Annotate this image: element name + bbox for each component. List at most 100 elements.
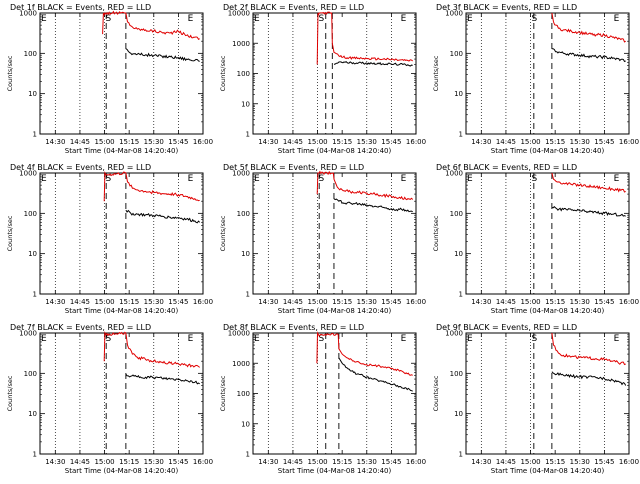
x-tick-label: 15:30 [570,458,590,466]
x-tick-label: 15:30 [144,138,164,146]
y-tick-label: 1 [246,451,250,459]
y-axis-label: Counts/sec [219,215,227,251]
x-tick-label: 15:30 [357,458,377,466]
y-tick-label: 10 [28,250,37,258]
series-lld-line [551,12,626,43]
event-marker-label: S [106,14,112,24]
x-tick-label: 15:00 [94,458,114,466]
x-tick-label: 15:30 [570,138,590,146]
x-tick-label: 15:45 [168,298,188,306]
event-marker-label: E [467,14,473,24]
x-tick-label: 14:30 [258,298,278,306]
y-tick-label: 100 [237,210,250,218]
event-marker-label: E [467,334,473,344]
y-tick-label: 100 [237,390,250,398]
x-tick-label: 15:15 [545,458,565,466]
plot-title: Det 6f BLACK = Events, RED = LLD [436,163,577,172]
plot-frame [465,172,630,295]
plot-title: Det 3f BLACK = Events, RED = LLD [436,3,577,12]
y-tick-label: 100 [237,70,250,78]
x-tick-label: 15:45 [594,458,614,466]
panel-det-7: Det 7f BLACK = Events, RED = LLD 14:30 14:… [6,323,213,475]
y-tick-label: 1 [246,291,250,299]
event-marker-label: E [401,14,407,24]
y-tick-label: 1000 [232,360,250,368]
x-tick-label: 15:45 [381,138,401,146]
x-tick-label: 15:30 [144,298,164,306]
series-lld-line [551,172,626,193]
y-tick-label: 1000 [445,10,463,18]
event-marker-label: S [319,174,325,184]
x-axis-label: Start Time (04-Mar-08 14:20:40) [65,307,179,315]
plot-title: Det 9f BLACK = Events, RED = LLD [436,323,577,332]
plot-frame [465,332,630,455]
event-marker-label: S [319,334,325,344]
x-axis-label: Start Time (04-Mar-08 14:20:40) [491,467,605,475]
event-marker-label: E [188,174,194,184]
x-tick-label: 14:30 [45,458,65,466]
x-tick-label: 14:30 [471,298,491,306]
event-marker-label: S [532,334,538,344]
x-axis-label: Start Time (04-Mar-08 14:20:40) [491,307,605,315]
x-tick-label: 15:45 [594,138,614,146]
x-tick-label: 15:15 [119,458,139,466]
x-tick-label: 15:45 [381,458,401,466]
event-marker-label: E [614,174,620,184]
event-marker-label: S [319,14,325,24]
y-axis-label: Counts/sec [432,55,440,91]
x-tick-label: 15:15 [545,298,565,306]
y-tick-label: 1 [459,291,463,299]
y-tick-label: 1000 [445,330,463,338]
panel-det-1: Det 1f BLACK = Events, RED = LLD 14:30 14:… [6,3,213,155]
x-tick-label: 15:00 [307,458,327,466]
x-tick-label: 15:30 [570,298,590,306]
x-tick-label: 15:00 [520,138,540,146]
event-marker-label: E [254,174,260,184]
x-tick-label: 14:45 [70,138,90,146]
y-tick-label: 10 [28,410,37,418]
y-tick-label: 1000 [232,170,250,178]
plot-title: Det 5f BLACK = Events, RED = LLD [223,163,364,172]
y-tick-label: 1000 [232,40,250,48]
x-tick-label: 16:00 [619,458,639,466]
y-tick-label: 1000 [19,330,37,338]
y-tick-label: 1000 [445,170,463,178]
x-tick-label: 14:45 [496,298,516,306]
y-tick-label: 10 [454,410,463,418]
x-tick-label: 15:15 [119,298,139,306]
x-tick-label: 15:30 [357,298,377,306]
plot-frame [465,12,630,135]
x-tick-label: 14:45 [496,458,516,466]
event-marker-label: S [106,174,112,184]
y-axis-label: Counts/sec [6,215,14,251]
event-marker-label: E [188,334,194,344]
y-tick-label: 1 [33,131,37,139]
plot-title: Det 8f BLACK = Events, RED = LLD [223,323,364,332]
series-events-line [551,371,627,386]
x-tick-label: 16:00 [406,298,426,306]
x-tick-label: 14:45 [70,458,90,466]
series-events-line [551,206,626,217]
x-tick-label: 15:00 [94,298,114,306]
event-marker-label: S [532,174,538,184]
x-tick-label: 14:30 [471,138,491,146]
event-marker-label: E [254,334,260,344]
x-axis-label: Start Time (04-Mar-08 14:20:40) [491,147,605,155]
y-axis-label: Counts/sec [6,55,14,91]
x-tick-label: 15:45 [168,138,188,146]
y-tick-label: 10 [454,250,463,258]
y-tick-label: 100 [450,50,463,58]
series-events-line [125,209,201,224]
y-tick-label: 10 [454,90,463,98]
event-marker-label: S [532,14,538,24]
x-tick-label: 15:30 [144,458,164,466]
x-tick-label: 14:30 [258,458,278,466]
event-marker-label: E [188,14,194,24]
series-lld-line [316,170,414,201]
x-tick-label: 14:30 [258,138,278,146]
series-lld-line [316,331,413,376]
x-tick-label: 15:45 [381,298,401,306]
x-tick-label: 14:45 [283,458,303,466]
